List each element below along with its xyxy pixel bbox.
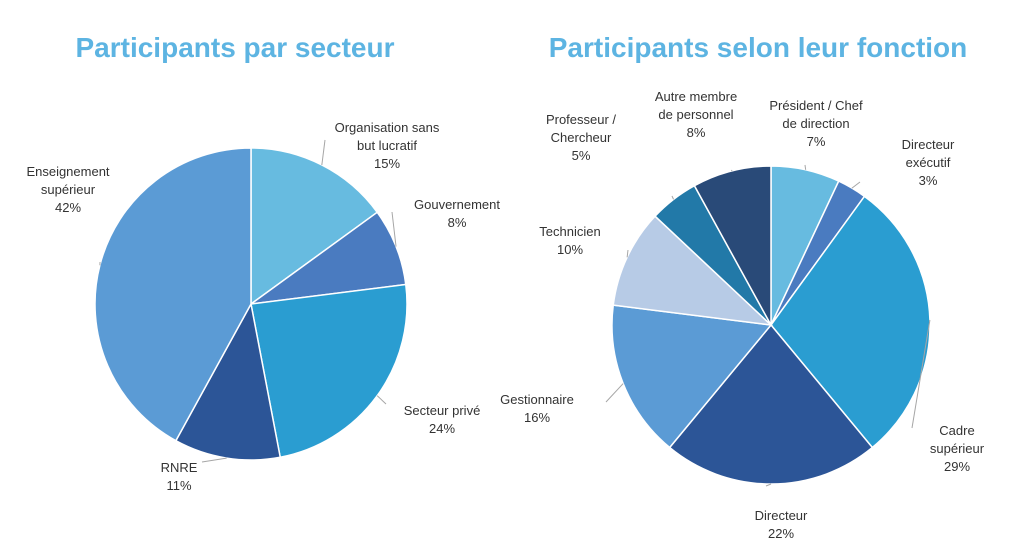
slice-percent: 10% [556, 242, 584, 257]
leader-line [731, 169, 733, 172]
slice-label: Autre membre de personnel 8% [655, 88, 737, 142]
slice-name: Technicien [539, 224, 601, 239]
slice-percent: 15% [373, 156, 401, 171]
slice-name: Professeur / Chercheur [545, 112, 617, 145]
leader-line [851, 181, 861, 189]
slice-label: Directeur exécutif 3% [902, 136, 955, 190]
slice-name: Président / Chef de direction [769, 98, 863, 131]
leader-line [201, 457, 227, 463]
slice-label: Professeur / Chercheur 5% [546, 111, 616, 165]
slice-percent: 42% [54, 200, 82, 215]
slice-name: Secteur privé [403, 403, 481, 418]
slice-label: Directeur 22% [755, 507, 808, 543]
slice-name: RNRE [160, 460, 198, 475]
leader-line [376, 395, 387, 405]
slice-percent: 8% [686, 125, 706, 140]
slice-percent: 16% [523, 410, 551, 425]
leader-line [626, 249, 629, 258]
slice-percent: 3% [918, 173, 938, 188]
chart-title-fonction: Participants selon leur fonction [548, 32, 968, 63]
slice-label: Cadre supérieur 29% [924, 422, 991, 476]
slice-percent: 29% [943, 459, 971, 474]
slice-label: RNRE 11% [161, 459, 198, 495]
slice-name: Gestionnaire [500, 392, 574, 407]
slice-percent: 7% [806, 134, 826, 149]
slice-name: Cadre supérieur [929, 423, 985, 456]
leader-line [804, 164, 807, 170]
slice-percent: 8% [447, 215, 467, 230]
leader-line [605, 383, 624, 403]
leader-line [391, 211, 397, 247]
slice-label: Organisation sans but lucratif 15% [335, 119, 440, 173]
chart-title-secteur: Participants par secteur [75, 32, 395, 63]
pie-slice [250, 283, 408, 459]
leader-line [671, 195, 675, 200]
pie-slice [668, 323, 874, 485]
leader-line [765, 483, 772, 487]
slice-name: Gouvernement [414, 197, 500, 212]
pie-slice [250, 147, 379, 306]
slice-percent: 5% [571, 148, 591, 163]
slice-name: Enseignement supérieur [26, 164, 110, 197]
slice-name: Organisation sans but lucratif [334, 120, 440, 153]
slice-label: Président / Chef de direction 7% [769, 97, 862, 151]
slice-percent: 24% [428, 421, 456, 436]
slice-name: Directeur exécutif [901, 137, 955, 170]
slice-percent: 11% [166, 478, 192, 493]
pie-slice [174, 301, 282, 461]
leader-line [911, 319, 931, 429]
slice-label: Technicien 10% [539, 223, 600, 259]
slice-name: Autre membre de personnel [654, 89, 738, 122]
slice-label: Gestionnaire 16% [500, 391, 574, 427]
leader-line [321, 139, 326, 166]
slice-label: Secteur privé 24% [404, 402, 481, 438]
slice-label: Enseignement supérieur 42% [26, 163, 109, 217]
slice-percent: 22% [767, 526, 795, 541]
slice-label: Gouvernement 8% [414, 196, 500, 232]
slice-name: Directeur [754, 508, 808, 523]
